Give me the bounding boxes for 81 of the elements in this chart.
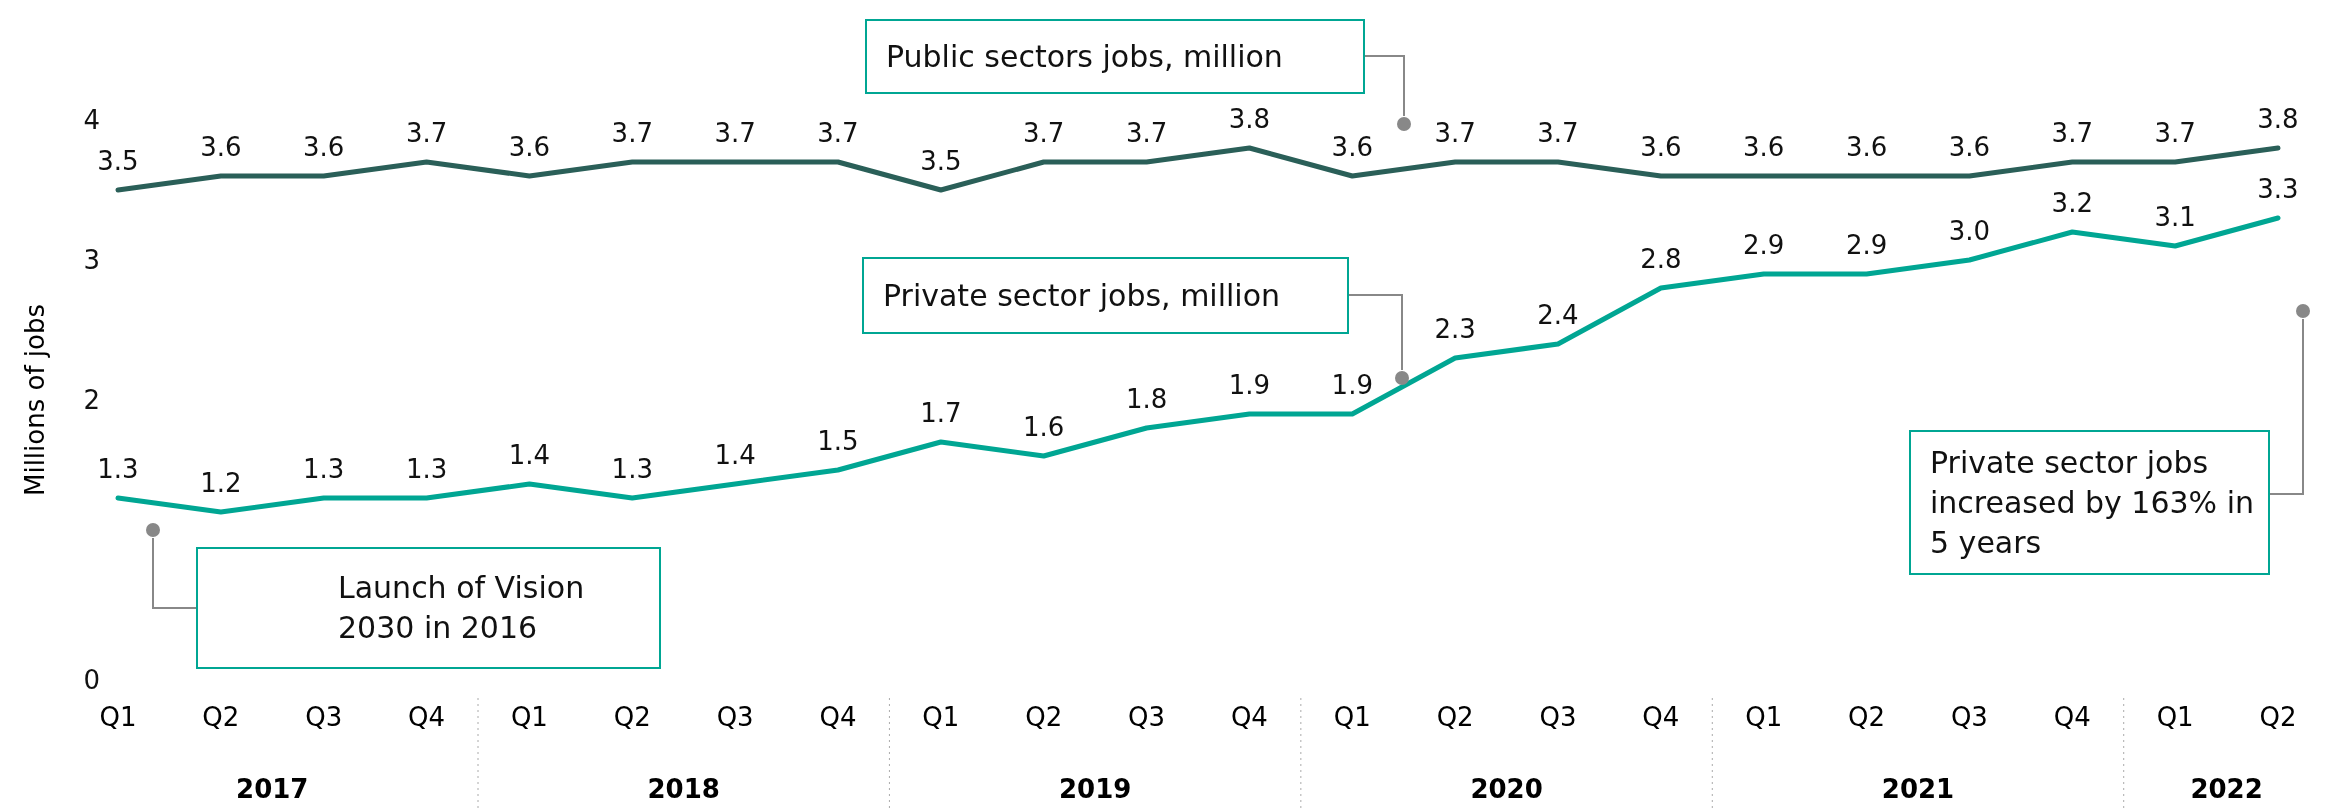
data-label: 1.4 [714, 440, 756, 470]
data-label: 2.8 [1640, 244, 1682, 274]
data-label: 3.6 [1331, 132, 1373, 162]
data-label: 3.7 [817, 118, 859, 148]
annotation: Private sector jobs, million [883, 277, 1281, 313]
data-label: 1.5 [817, 426, 859, 456]
x-tick-label: Q3 [716, 702, 754, 732]
text: 2022 [2190, 774, 2263, 804]
data-label: 3.7 [714, 118, 756, 148]
data-label: 3.2 [2051, 188, 2093, 218]
data-label: 3.0 [1948, 216, 1991, 246]
data-label: 3.6 [1743, 132, 1785, 162]
data-label: 2.9 [1743, 230, 1785, 260]
x-tick-label: Q2 [1848, 702, 1886, 732]
data-label: 3.6 [1948, 132, 1991, 162]
x-tick-label: Q1 [922, 702, 960, 732]
annotation: Private sector jobs increased by 163% in 5 years [1930, 444, 2255, 560]
x-tick-label: Q1 [1745, 702, 1783, 732]
x-tick-label: Q2 [613, 702, 651, 732]
x-tick-label: Q3 [1950, 702, 1988, 732]
data-label: 1.2 [200, 468, 242, 498]
y-axis-title: Millions of jobs [20, 303, 50, 497]
x-tick-label: Q1 [1333, 702, 1371, 732]
data-label: 3.8 [2257, 104, 2299, 134]
data-label: 3.7 [405, 118, 448, 148]
x-tick-label: Q4 [1642, 702, 1680, 732]
data-label: 1.3 [303, 454, 345, 484]
data-label: 3.7 [1537, 118, 1579, 148]
x-tick-label: Q2 [1025, 702, 1063, 732]
text: 2019 [1058, 774, 1132, 804]
data-label: 1.3 [97, 454, 139, 484]
y-tick-label: 0 [83, 665, 100, 695]
data-label: 3.7 [1023, 118, 1065, 148]
text: 2020 [1470, 774, 1543, 804]
y-tick-label: 2 [83, 385, 100, 415]
data-label: 1.4 [508, 440, 551, 470]
data-label: 3.6 [200, 132, 242, 162]
data-label: 1.8 [1125, 384, 1168, 414]
data-label: 3.3 [2257, 174, 2299, 204]
x-tick-label: Q2 [202, 702, 240, 732]
data-label: 3.7 [1434, 118, 1476, 148]
x-tick-label: Q4 [819, 702, 857, 732]
x-tick-label: Q3 [305, 702, 343, 732]
x-tick-label: Q4 [2053, 702, 2091, 732]
data-label: 3.6 [303, 132, 345, 162]
data-label: 3.5 [97, 146, 139, 176]
x-tick-label: Q4 [1230, 702, 1268, 732]
x-tick-label: Q3 [1539, 702, 1577, 732]
text: 2021 [1881, 774, 1955, 804]
data-label: 1.9 [1228, 370, 1271, 400]
y-tick-label: 4 [83, 105, 100, 135]
data-label: 2.9 [1845, 230, 1888, 260]
text: Public sectors jobs, million [886, 38, 1283, 74]
x-tick-label: Q3 [1128, 702, 1166, 732]
x-tick-label: Q1 [99, 702, 137, 732]
data-label: 3.7 [2154, 118, 2196, 148]
text: 2017 [236, 774, 309, 804]
data-label: 1.6 [1023, 412, 1065, 442]
data-label: 3.7 [1125, 118, 1168, 148]
data-label: 3.5 [920, 146, 962, 176]
text: 2018 [647, 774, 720, 804]
data-label: 1.7 [920, 398, 962, 428]
data-label: 3.8 [1228, 104, 1271, 134]
x-tick-label: Q2 [2259, 702, 2297, 732]
data-label: 3.6 [1640, 132, 1682, 162]
x-tick-label: Q4 [408, 702, 446, 732]
data-label: 3.6 [1845, 132, 1888, 162]
data-label: 3.6 [508, 132, 551, 162]
x-tick-label: Q1 [510, 702, 548, 732]
y-tick-label: 3 [83, 245, 100, 275]
data-label: 3.7 [611, 118, 653, 148]
data-label: 1.3 [611, 454, 653, 484]
data-label: 2.3 [1434, 314, 1476, 344]
data-label: 3.1 [2154, 202, 2196, 232]
annotation: Launch of Vision 2030 in 2016 [338, 570, 585, 645]
data-label: 1.9 [1331, 370, 1373, 400]
data-label: 2.4 [1537, 300, 1579, 330]
x-tick-label: Q2 [1436, 702, 1474, 732]
x-tick-label: Q1 [2156, 702, 2194, 732]
data-label: 1.3 [405, 454, 448, 484]
data-label: 3.7 [2051, 118, 2093, 148]
